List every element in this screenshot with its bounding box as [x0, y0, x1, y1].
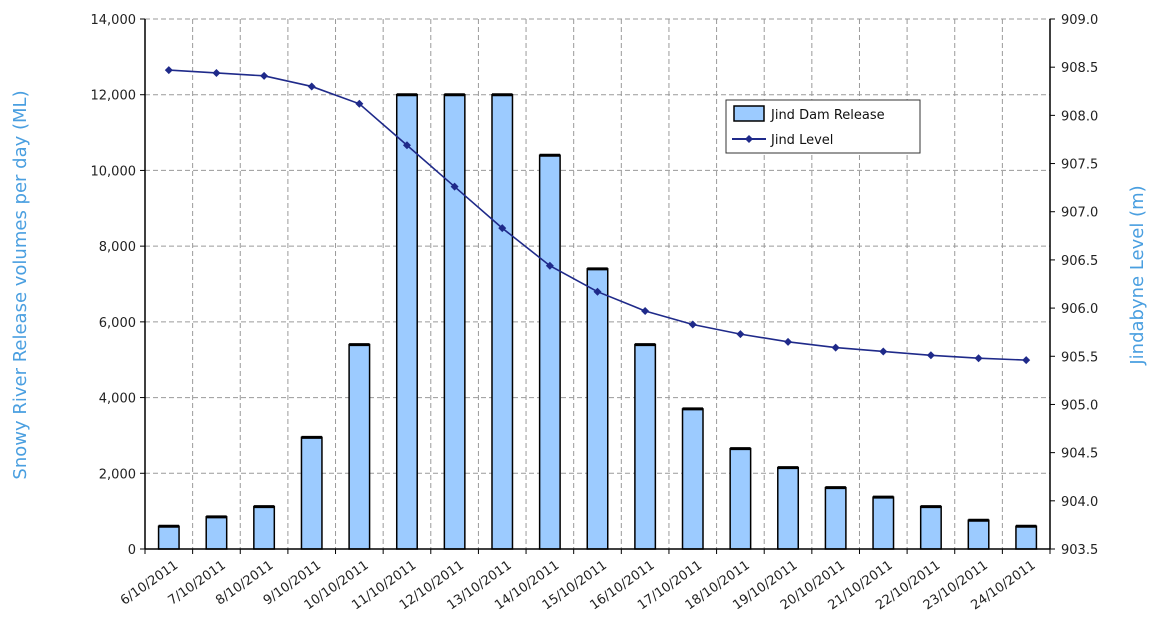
point-jind-level — [450, 182, 459, 191]
point-jind-level — [831, 343, 840, 352]
left-tick-label: 12,000 — [91, 89, 137, 104]
bar-jind-dam-release — [777, 466, 800, 550]
bar-jind-dam-release — [967, 519, 990, 550]
left-tick-label: 8,000 — [99, 240, 136, 255]
legend-marker-jind-level — [745, 135, 753, 143]
bar-jind-dam-release — [1015, 525, 1038, 550]
bar-jind-dam-release — [824, 486, 847, 550]
point-jind-level — [641, 306, 650, 315]
left-tick-label: 6,000 — [99, 316, 136, 331]
bar-jind-dam-release — [348, 343, 371, 550]
left-tick-label: 10,000 — [91, 164, 137, 179]
bar-jind-dam-release — [300, 436, 323, 550]
bar-jind-dam-release — [872, 496, 895, 550]
legend-label-jind-dam-release: Jind Dam Release — [770, 108, 885, 123]
left-tick-label: 14,000 — [91, 13, 137, 28]
bar-jind-dam-release — [538, 154, 561, 550]
point-jind-level — [926, 351, 935, 360]
bar-jind-dam-release — [586, 268, 609, 550]
point-jind-level — [260, 71, 269, 80]
right-tick-label: 903.5 — [1061, 543, 1098, 558]
point-jind-level — [307, 82, 316, 91]
right-tick-label: 907.5 — [1061, 158, 1098, 173]
bar-jind-dam-release — [729, 447, 752, 550]
right-tick-label: 907.0 — [1061, 206, 1098, 221]
bar-jind-dam-release — [919, 505, 942, 550]
point-jind-level — [355, 99, 364, 108]
point-jind-level — [1022, 356, 1031, 365]
left-tick-label: 0 — [128, 543, 136, 558]
point-jind-level — [498, 224, 507, 233]
point-jind-level — [974, 354, 983, 363]
point-jind-level — [736, 330, 745, 339]
left-tick-label: 4,000 — [99, 392, 136, 407]
grid-layer — [145, 18, 1050, 549]
axes-layer — [140, 18, 1055, 554]
bar-jind-dam-release — [395, 93, 418, 550]
legend-box — [725, 99, 921, 154]
bar-jind-dam-release — [443, 93, 466, 550]
right-tick-label: 906.5 — [1061, 254, 1098, 269]
right-tick-label: 906.0 — [1061, 302, 1098, 317]
point-jind-level — [545, 261, 554, 270]
bar-jind-dam-release — [634, 343, 657, 550]
legend: Jind Dam Release Jind Level — [725, 99, 921, 154]
point-jind-level — [164, 66, 173, 75]
point-jind-level — [784, 337, 793, 346]
right-tick-label: 904.0 — [1061, 495, 1098, 510]
bar-jind-dam-release — [491, 93, 514, 550]
point-jind-level — [212, 68, 221, 77]
right-tick-label: 908.5 — [1061, 61, 1098, 76]
bar-jind-dam-release — [253, 505, 276, 550]
point-jind-level — [688, 320, 697, 329]
bar-jind-dam-release — [157, 525, 180, 550]
right-tick-label: 908.0 — [1061, 109, 1098, 124]
left-axis-title: Snowy River Release volumes per day (ML) — [10, 90, 31, 479]
legend-swatch-jind-dam-release — [733, 105, 765, 122]
legend-label-jind-level: Jind Level — [770, 133, 833, 148]
point-jind-level — [879, 347, 888, 356]
right-tick-label: 909.0 — [1061, 13, 1098, 28]
bar-jind-dam-release — [681, 408, 704, 550]
right-tick-label: 905.5 — [1061, 350, 1098, 365]
line-layer — [164, 66, 1031, 365]
right-tick-label: 904.5 — [1061, 447, 1098, 462]
point-jind-level — [593, 287, 602, 296]
right-tick-label: 905.0 — [1061, 398, 1098, 413]
bars-layer — [157, 93, 1038, 550]
point-jind-level — [402, 141, 411, 150]
left-tick-label: 2,000 — [99, 467, 136, 482]
right-axis-title: Jindabyne Level (m) — [1127, 185, 1148, 365]
bar-jind-dam-release — [205, 516, 228, 550]
